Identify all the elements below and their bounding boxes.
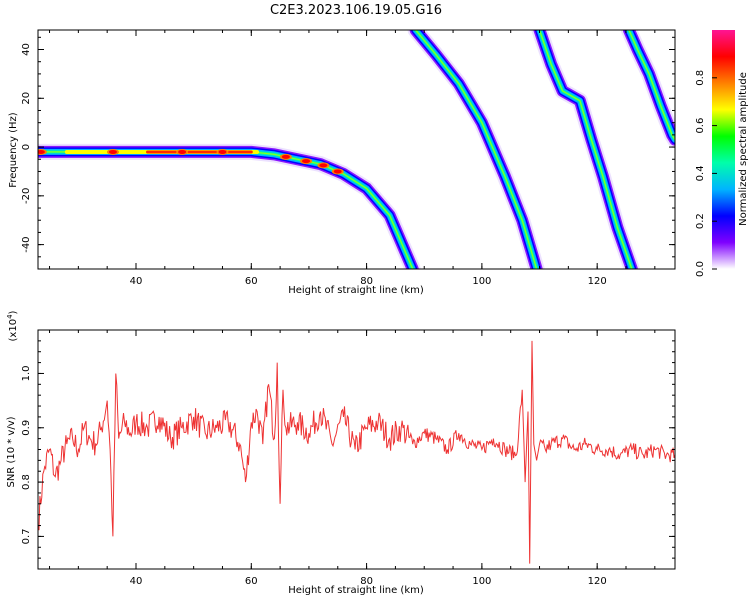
colorbar-ticks: 0.0 0.2 0.4 0.6 0.8 [695, 70, 717, 277]
x-tick-label: 80 [360, 576, 373, 587]
spectrogram-frame [37, 29, 676, 270]
colorbar-tick-label: 0.2 [695, 213, 706, 229]
colorbar-tick-label: 0.0 [695, 261, 706, 277]
y-tick-label: 0.7 [21, 528, 32, 544]
x-tick-label: 60 [245, 576, 258, 587]
snr-scale-exponent: 4 [6, 314, 14, 319]
colorbar-label: Normalized spectral amplitude [738, 72, 749, 226]
snr-x-axis-label: Height of straight line (km) [288, 585, 424, 596]
y-tick-label: 0.8 [21, 474, 32, 490]
x-tick-label: 120 [588, 276, 607, 287]
spectrogram-y-ticks: 40 20 0 -20 -40 [21, 36, 675, 270]
spectrogram-y-axis-label: Frequency (Hz) [8, 112, 19, 188]
snr-scale-label: (x104) [6, 310, 19, 341]
x-tick-label: 60 [245, 276, 258, 287]
x-tick-label: 100 [472, 576, 491, 587]
y-tick-label: 0.9 [21, 420, 32, 436]
y-tick-label: 1.0 [21, 366, 32, 382]
y-tick-label: -20 [21, 188, 32, 204]
snr-scale-suffix: ) [8, 310, 19, 314]
spectrogram-x-ticks: 40 60 80 100 120 [49, 30, 656, 287]
colorbar: 0.0 0.2 0.4 0.6 0.8 Normalized spectral ampl… [695, 30, 749, 277]
y-tick-label: 0 [21, 144, 32, 150]
spectral-ridge-4-band-6 [628, 30, 675, 141]
snr-scale-prefix: (x10 [8, 319, 19, 342]
snr-plot-area [38, 330, 675, 569]
snr-x-ticks: 40 60 80 100 120 [49, 330, 656, 587]
spectrogram-x-axis-label: Height of straight line (km) [288, 285, 424, 296]
hotspot-core [302, 159, 311, 164]
y-tick-label: 40 [21, 43, 32, 56]
hotspot-core [333, 169, 342, 174]
y-tick-label: 20 [21, 92, 32, 105]
hotspot-core [281, 154, 290, 159]
figure-title: C2E3.2023.106.19.05.G16 [270, 3, 442, 18]
colorbar-tick-label: 0.6 [695, 118, 706, 134]
spectrogram-panel: 40 60 80 100 120 40 20 0 -20 -40 Height of strai… [8, 29, 676, 296]
x-tick-label: 100 [472, 276, 491, 287]
x-tick-label: 80 [360, 276, 373, 287]
hotspot-core [108, 149, 117, 154]
colorbar-gradient [712, 30, 735, 269]
colorbar-tick-label: 0.4 [695, 165, 706, 181]
snr-panel: 40 60 80 100 120 1.0 0.9 0.8 0.7 Height of stra… [6, 310, 676, 596]
hotspot-core [38, 149, 45, 154]
svg-text:(x104): (x104) [6, 310, 19, 341]
spectral-ridge-2-band-6 [415, 30, 538, 269]
x-tick-label: 40 [130, 576, 143, 587]
y-tick-label: -40 [21, 236, 32, 252]
snr-y-ticks: 1.0 0.9 0.8 0.7 [21, 329, 675, 570]
colorbar-tick-label: 0.8 [695, 70, 706, 86]
spectral-ridge-3-band-6 [538, 30, 633, 269]
x-tick-label: 120 [588, 576, 607, 587]
snr-line [38, 340, 675, 564]
hotspot-core [218, 149, 227, 154]
x-tick-label: 40 [130, 276, 143, 287]
hotspot-core [319, 163, 328, 168]
spectrogram-hotspots [38, 148, 344, 175]
hotspot-core [178, 149, 187, 154]
snr-y-axis-label: SNR (10 * v/v) [6, 416, 17, 487]
